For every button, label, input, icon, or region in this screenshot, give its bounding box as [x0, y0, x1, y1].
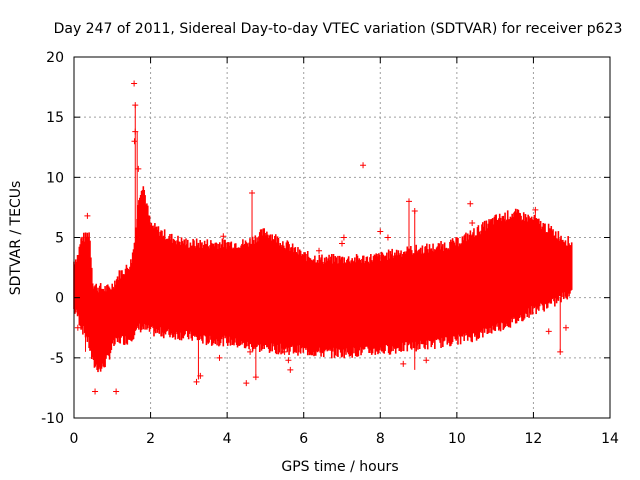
- data-point: [316, 247, 323, 254]
- x-tick-label: 8: [376, 431, 385, 447]
- data-series: [73, 186, 573, 373]
- data-point: [113, 388, 120, 395]
- data-point: [545, 328, 552, 335]
- data-markers: [74, 80, 569, 395]
- x-tick-label: 14: [601, 431, 619, 447]
- data-point: [411, 208, 418, 215]
- x-axis: 0 2 4 6 8 10 12 14: [70, 57, 619, 447]
- data-point: [557, 348, 564, 355]
- data-point: [84, 212, 91, 219]
- data-point: [340, 234, 347, 241]
- y-tick-label: 5: [55, 231, 64, 247]
- y-tick-label: 0: [55, 291, 64, 307]
- chart-title: Day 247 of 2011, Sidereal Day-to-day VTE…: [54, 21, 623, 37]
- data-point: [360, 162, 367, 169]
- data-point: [193, 378, 200, 385]
- data-point: [249, 189, 256, 196]
- data-point: [285, 357, 292, 364]
- y-tick-label: 10: [46, 170, 64, 186]
- data-point: [132, 128, 139, 135]
- data-point: [400, 360, 407, 367]
- data-point: [135, 165, 142, 172]
- data-point: [377, 228, 384, 235]
- data-point: [252, 374, 259, 381]
- y-tick-label: 20: [46, 50, 64, 66]
- data-point: [467, 200, 474, 207]
- x-axis-label: GPS time / hours: [281, 459, 398, 475]
- data-point: [220, 233, 227, 240]
- data-point: [131, 138, 138, 145]
- data-point: [281, 348, 288, 355]
- data-point: [197, 372, 204, 379]
- data-point: [287, 366, 294, 373]
- x-tick-label: 2: [146, 431, 155, 447]
- y-tick-label: 15: [46, 110, 64, 126]
- data-point: [216, 354, 223, 361]
- data-point: [406, 198, 412, 205]
- data-point: [92, 388, 99, 395]
- data-point: [532, 206, 539, 213]
- data-point: [132, 102, 139, 109]
- x-tick-label: 6: [299, 431, 308, 447]
- x-tick-label: 12: [525, 431, 543, 447]
- data-point: [131, 80, 138, 87]
- y-tick-label: -5: [50, 351, 64, 367]
- x-tick-label: 10: [448, 431, 466, 447]
- x-tick-label: 4: [223, 431, 232, 447]
- data-point: [469, 220, 476, 227]
- data-point: [74, 324, 81, 331]
- y-axis-label: SDTVAR / TECUs: [8, 181, 24, 296]
- data-point: [243, 380, 250, 387]
- x-tick-label: 0: [70, 431, 79, 447]
- data-point: [247, 348, 254, 355]
- y-axis: -10 -5 0 5 10 15 20: [41, 50, 610, 427]
- data-point: [423, 357, 430, 364]
- y-tick-label: -10: [41, 411, 64, 427]
- data-point: [562, 324, 569, 331]
- data-point: [339, 240, 345, 247]
- data-point: [384, 234, 391, 241]
